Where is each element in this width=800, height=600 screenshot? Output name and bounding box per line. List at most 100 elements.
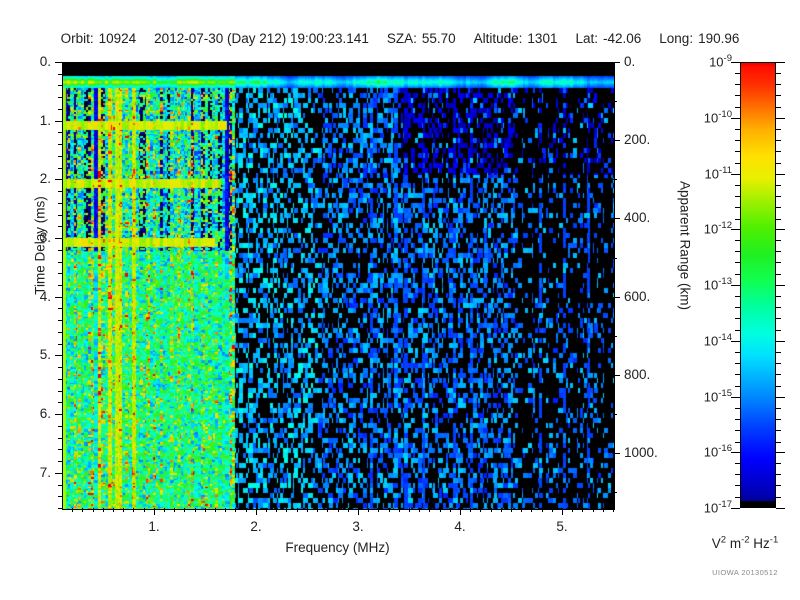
colorbar-unit-part: m-2 [729,534,750,551]
x-axis-minor-tick [276,508,277,512]
y-axis-tick [55,473,62,474]
colorbar-minor-tick [776,185,781,186]
colorbar-minor-tick [735,107,740,108]
x-axis-minor-tick [542,508,543,512]
x-axis-minor-tick [225,508,226,512]
y2-axis-tick-label: 200. [624,132,651,147]
x-axis-minor-tick [378,508,379,512]
y-axis-minor-tick [58,508,62,509]
header-field-value: 1301 [527,30,558,46]
colorbar-minor-tick [735,307,740,308]
y2-axis-tick-label: 800. [624,367,651,382]
y-axis-minor-tick [58,426,62,427]
x-axis-minor-tick [215,508,216,512]
x-axis-minor-tick [603,508,604,512]
colorbar-minor-tick [776,419,781,420]
colorbar-minor-tick [735,163,740,164]
colorbar-minor-tick [735,374,740,375]
colorbar-tick-label: 10-13 [703,276,732,293]
x-axis-minor-tick [72,508,73,512]
colorbar-minor-tick [776,251,781,252]
colorbar-minor-tick [776,330,781,331]
header-field-1: 2012-07-30 (Day 212) 19:00:23.141 [154,31,369,46]
header-field-value: 2012-07-30 (Day 212) 19:00:23.141 [154,30,369,46]
y-axis-minor-tick [58,97,62,98]
y-axis-tick-label: 7. [39,465,51,480]
x-axis-tick-label: 3. [352,519,364,534]
header-field-key: Lat: [575,30,598,46]
colorbar-tick-label: 10-9 [709,53,732,70]
y2-axis-tick [613,62,620,63]
colorbar-tick [776,508,785,509]
x-axis-minor-tick [307,508,308,512]
header-field-5: Long: 190.96 [659,31,739,46]
x-axis-tick-label: 1. [148,519,160,534]
header-field-4: Lat: -42.06 [575,31,641,46]
y-axis-tick-label: 2. [39,171,51,186]
x-axis-title: Frequency (MHz) [285,540,390,555]
y-axis-minor-tick [58,250,62,251]
x-axis-tick-label: 5. [556,519,568,534]
y-axis-minor-tick [58,438,62,439]
colorbar-tick [776,229,785,230]
y-axis-minor-tick [58,391,62,392]
x-axis-minor-tick [511,508,512,512]
x-axis-tick [154,508,155,515]
x-axis-minor-tick [174,508,175,512]
ionogram-heatmap [63,63,614,509]
colorbar-minor-tick [735,330,740,331]
y2-axis-minor-tick [613,492,617,493]
colorbar-minor-tick [735,240,740,241]
colorbar-minor-tick [735,219,740,220]
colorbar-minor-tick [735,419,740,420]
y-axis-tick [55,238,62,239]
y-axis-minor-tick [58,262,62,263]
colorbar-underflow-cap [741,501,775,508]
x-axis-minor-tick [123,508,124,512]
colorbar-minor-tick [735,474,740,475]
ionogram-plot-area [62,62,615,510]
y2-axis-tick-label: 1000. [624,445,658,460]
colorbar-minor-tick [735,363,740,364]
x-axis-minor-tick [368,508,369,512]
y2-axis-minor-tick [613,336,617,337]
colorbar-minor-tick [776,95,781,96]
x-axis-minor-tick [593,508,594,512]
x-axis-minor-tick [501,508,502,512]
x-axis-minor-tick [419,508,420,512]
colorbar-tick [776,118,785,119]
colorbar-minor-tick [735,262,740,263]
colorbar-minor-tick [735,296,740,297]
header-field-value: 190.96 [698,30,740,46]
x-axis-minor-tick [297,508,298,512]
x-axis-tick-label: 4. [454,519,466,534]
colorbar-minor-tick [735,140,740,141]
colorbar-minor-tick [776,430,781,431]
colorbar-tick [731,285,740,286]
y2-axis-minor-tick [613,179,617,180]
colorbar-minor-tick [735,352,740,353]
header-field-value: 55.70 [421,30,456,46]
y2-axis-minor-tick [613,101,617,102]
y2-axis-minor-tick [613,258,617,259]
colorbar-minor-tick [735,196,740,197]
colorbar-minor-tick [776,442,781,443]
y-axis-minor-tick [58,74,62,75]
colorbar-tick-label: 10-16 [703,443,732,460]
colorbar-minor-tick [735,408,740,409]
y-axis-tick [55,414,62,415]
colorbar-tick-label: 10-14 [703,332,732,349]
y2-axis-tick-label: 400. [624,210,651,225]
header-field-key: Orbit: [60,30,94,46]
colorbar-units-label: V2 m-2 Hz-1 [690,534,800,551]
x-axis-minor-tick [164,508,165,512]
x-axis-tick [256,508,257,515]
colorbar-tick [731,229,740,230]
colorbar-minor-tick [735,251,740,252]
x-axis-minor-tick [246,508,247,512]
y-axis-tick-label: 5. [39,347,51,362]
x-axis-minor-tick [205,508,206,512]
colorbar-tick [776,285,785,286]
y-axis-tick-label: 0. [39,54,51,69]
colorbar-minor-tick [776,240,781,241]
